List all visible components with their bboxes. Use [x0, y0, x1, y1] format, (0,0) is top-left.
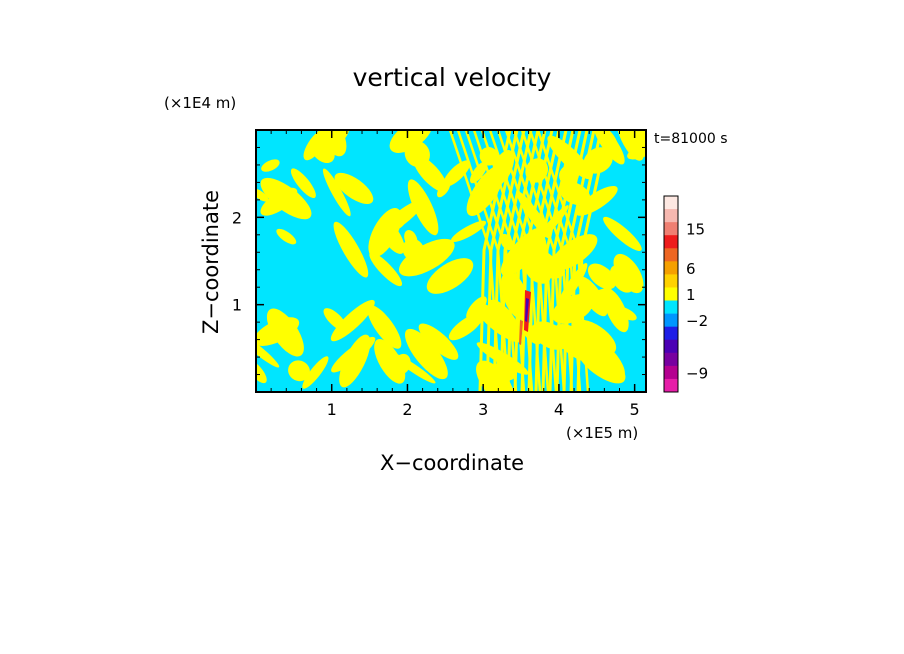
colorbar-band: [664, 196, 678, 210]
x-axis-label: X−coordinate: [380, 451, 524, 475]
positive-patch: [369, 252, 403, 287]
positive-patch: [547, 135, 593, 180]
wave-streak: [480, 130, 534, 392]
positive-patch: [418, 323, 459, 360]
y-axis-label: Z−coordinate: [199, 190, 223, 334]
positive-patch: [266, 308, 304, 357]
colorbar-label: 15: [686, 221, 705, 239]
x-unit-label: (×1E5 m): [566, 424, 638, 442]
colorbar-band: [664, 222, 678, 236]
positive-patch: [374, 339, 406, 384]
positive-patch: [256, 188, 269, 202]
wave-streak: [569, 130, 603, 392]
positive-patch: [402, 238, 425, 262]
positive-patch: [627, 139, 646, 160]
wave-streak: [506, 130, 540, 392]
positive-patch: [322, 168, 351, 217]
wave-streak: [576, 130, 610, 392]
positive-patch: [436, 181, 451, 198]
colorbar-band: [664, 248, 678, 262]
positive-patch: [339, 334, 371, 388]
x-tick-label: 2: [402, 400, 412, 419]
positive-patch: [323, 308, 347, 331]
positive-patch: [303, 130, 330, 161]
wave-streak: [528, 130, 582, 392]
colorbar-frame: [663, 195, 679, 393]
colorbar-band: [664, 326, 678, 341]
positive-patch: [398, 238, 455, 277]
colorbar-band: [664, 339, 678, 354]
y-axis: 12: [232, 146, 646, 376]
positive-patch: [302, 356, 329, 389]
positive-patch: [256, 359, 267, 384]
wave-streak: [504, 130, 558, 392]
colorbar-label: 1: [686, 286, 696, 304]
x-tick-label: 4: [554, 400, 564, 419]
plot-frame: [255, 129, 647, 393]
x-axis: 1 2 3 4 5: [270, 130, 640, 419]
colorbar-band: [664, 313, 678, 327]
wave-streak: [512, 130, 566, 392]
wave-streak: [496, 130, 550, 392]
colorbar-band: [664, 261, 678, 275]
colorbar-label: −2: [686, 312, 708, 330]
colorbar-label: 6: [686, 260, 696, 278]
colorbar-label: −9: [686, 364, 708, 382]
positive-patch: [288, 360, 310, 382]
colorbar-band: [664, 365, 678, 380]
colorbar-band: [664, 274, 678, 288]
colorbar-band: [664, 378, 678, 393]
positive-patch: [603, 216, 642, 251]
positive-patch: [276, 228, 297, 245]
colorbar-band: [664, 352, 678, 367]
positive-patch: [333, 221, 369, 278]
wave-streak: [536, 130, 590, 392]
positive-patch: [261, 159, 280, 172]
positive-patch: [575, 186, 618, 216]
positive-patch: [407, 179, 439, 236]
colorbar-band: [664, 209, 678, 223]
x-tick-label: 1: [327, 400, 337, 419]
positive-patch: [426, 258, 474, 294]
y-unit-label: (×1E4 m): [164, 94, 236, 112]
positive-patch: [587, 263, 616, 290]
wave-streak: [562, 130, 596, 392]
positive-patch: [609, 265, 634, 293]
y-tick-label: 1: [232, 296, 242, 315]
positive-patch: [389, 130, 433, 153]
wave-streak: [520, 130, 574, 392]
wave-streaks: [448, 130, 610, 392]
positive-patch: [367, 305, 402, 349]
wave-streak: [464, 130, 518, 392]
positive-patch: [330, 299, 375, 342]
colorbar-band: [664, 287, 678, 301]
positive-patch: [290, 168, 316, 199]
positive-patch: [334, 172, 374, 204]
positive-patch: [260, 177, 312, 220]
wave-streak: [478, 130, 512, 392]
y-tick-label: 2: [232, 208, 242, 227]
plot-area: [256, 130, 646, 392]
positive-patch: [582, 332, 605, 355]
x-tick-label: 5: [630, 400, 640, 419]
positive-patch: [614, 306, 637, 321]
wave-streak: [448, 130, 502, 392]
colorbar: 15 6 1 −2 −9: [663, 195, 708, 393]
colorbar-band: [664, 235, 678, 249]
positive-patch: [381, 209, 407, 231]
wave-streak: [456, 130, 510, 392]
positive-patch: [390, 352, 436, 384]
positive-patch: [636, 130, 646, 150]
wave-streak: [488, 130, 542, 392]
colorbar-band: [664, 300, 678, 314]
positive-patch: [448, 313, 483, 341]
x-tick-label: 3: [478, 400, 488, 419]
positive-patch: [404, 328, 448, 380]
central-jet: [519, 290, 531, 345]
positive-patch: [450, 220, 487, 243]
chart-title: vertical velocity: [353, 63, 552, 92]
positive-patch: [583, 147, 613, 174]
time-label: t=81000 s: [654, 131, 728, 147]
